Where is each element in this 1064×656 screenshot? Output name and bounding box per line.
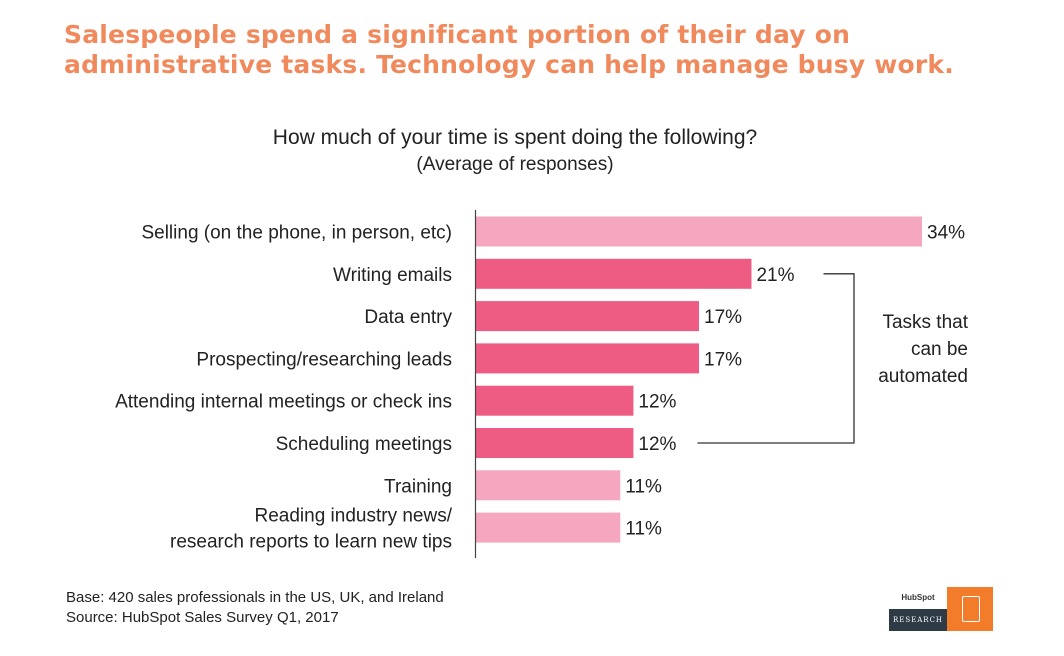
category-label-2: Data entry bbox=[364, 307, 452, 328]
document-icon bbox=[947, 587, 993, 631]
bar-chart: 34% Selling (on the phone, in person, etc… bbox=[115, 210, 969, 559]
value-label-5: 12% bbox=[638, 434, 676, 455]
value-label-0: 34% bbox=[927, 223, 965, 244]
bar-2 bbox=[476, 301, 699, 332]
headline: Salespeople spend a significant portion … bbox=[64, 20, 1024, 80]
headline-line-1: Salespeople spend a significant portion … bbox=[64, 20, 851, 49]
bar-4 bbox=[476, 385, 634, 416]
category-label-0: Selling (on the phone, in person, etc) bbox=[141, 223, 452, 244]
chart-title: How much of your time is spent doing the… bbox=[272, 126, 758, 149]
headline-line-2: administrative tasks. Technology can hel… bbox=[64, 50, 954, 79]
bar-0 bbox=[476, 216, 922, 247]
bar-6 bbox=[476, 470, 621, 501]
annotation-text-0: Tasks that bbox=[882, 312, 968, 333]
category-label-7-1: research reports to learn new tips bbox=[170, 532, 452, 553]
logo-sub: RESEARCH bbox=[889, 609, 947, 631]
automated-bracket bbox=[697, 273, 855, 444]
value-label-3: 17% bbox=[704, 349, 742, 370]
bar-5 bbox=[476, 428, 634, 458]
hubspot-research-logo: HubSpot RESEARCH bbox=[889, 587, 993, 631]
category-label-3: Prospecting/researching leads bbox=[196, 349, 452, 370]
bar-3 bbox=[476, 343, 699, 374]
category-label-7-0: Reading industry news/ bbox=[255, 506, 453, 527]
bar-7 bbox=[476, 512, 621, 543]
category-label-4: Attending internal meetings or check ins bbox=[115, 392, 452, 413]
category-label-5: Scheduling meetings bbox=[276, 434, 452, 455]
value-label-1: 21% bbox=[756, 265, 794, 286]
value-label-7: 11% bbox=[625, 519, 662, 540]
annotation-text-1: can be bbox=[911, 339, 968, 360]
category-label-1: Writing emails bbox=[333, 265, 452, 286]
logo-brand: HubSpot bbox=[889, 587, 947, 609]
value-label-6: 11% bbox=[625, 476, 662, 497]
footer-base: Base: 420 sales professionals in the US,… bbox=[66, 589, 444, 606]
chart-subtitle: (Average of responses) bbox=[416, 154, 614, 175]
value-label-2: 17% bbox=[704, 307, 742, 328]
bar-1 bbox=[476, 258, 752, 289]
category-label-6: Training bbox=[384, 476, 452, 497]
value-label-4: 12% bbox=[638, 392, 676, 413]
footer-source: Source: HubSpot Sales Survey Q1, 2017 bbox=[66, 609, 339, 626]
annotation-text-2: automated bbox=[878, 366, 968, 387]
